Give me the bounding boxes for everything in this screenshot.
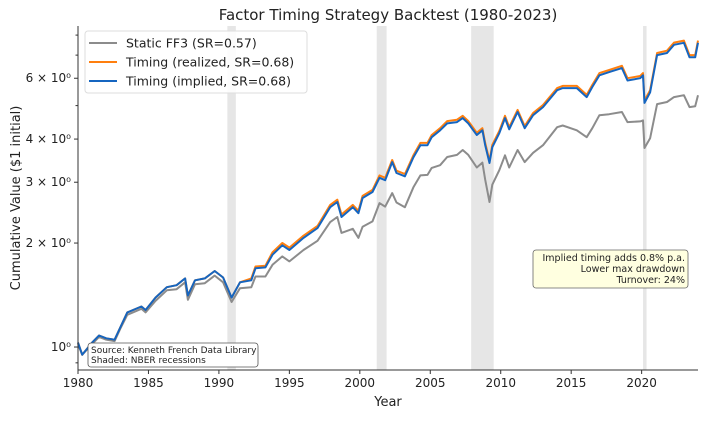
- legend-label-1: Timing (realized, SR=0.68): [125, 55, 294, 70]
- x-tick-label: 2015: [556, 376, 587, 390]
- recession-band: [376, 26, 387, 370]
- y-tick-label: 2 × 10⁰: [26, 236, 72, 250]
- y-tick-label: 10⁰: [51, 340, 71, 354]
- series-line-0: [77, 94, 699, 356]
- y-tick-label: 3 × 10⁰: [26, 175, 72, 189]
- recession-band: [643, 26, 647, 370]
- annotation-box: Implied timing adds 0.8% p.a. Lower max …: [532, 249, 689, 289]
- y-tick-label: 6 × 10⁰: [26, 71, 72, 85]
- source-note: Source: Kenneth French Data Library Shad…: [87, 342, 259, 368]
- y-ticks: 10⁰ 2 × 10⁰ 3 × 10⁰ 4 × 10⁰ 6 × 10⁰: [26, 34, 78, 364]
- recession-band: [471, 26, 494, 370]
- chart-title: Factor Timing Strategy Backtest (1980-20…: [219, 6, 558, 24]
- x-ticks: 1980 1985 1990 1995 2000 2005 2010 2015 2020: [63, 370, 657, 390]
- x-axis-label: Year: [373, 395, 402, 410]
- y-axis-label: Cumulative Value ($1 initial): [9, 106, 24, 291]
- annotation-line: Lower max drawdown: [581, 264, 685, 275]
- x-tick-label: 2010: [485, 376, 516, 390]
- x-tick-label: 2020: [626, 376, 657, 390]
- legend-label-2: Timing (implied, SR=0.68): [125, 74, 291, 89]
- legend-label-0: Static FF3 (SR=0.57): [126, 36, 257, 51]
- x-tick-label: 1995: [274, 376, 305, 390]
- y-tick-label: 4 × 10⁰: [26, 132, 72, 146]
- source-line: Source: Kenneth French Data Library: [91, 346, 257, 356]
- x-tick-label: 1990: [204, 376, 235, 390]
- annotation-line: Implied timing adds 0.8% p.a.: [543, 253, 686, 264]
- legend: Static FF3 (SR=0.57) Timing (realized, SR…: [84, 30, 308, 94]
- recession-band: [227, 26, 236, 370]
- series-lines: [77, 39, 699, 356]
- recession-shading: [227, 26, 647, 370]
- series-line-2: [77, 41, 699, 356]
- x-tick-label: 2000: [345, 376, 376, 390]
- x-tick-label: 1985: [133, 376, 164, 390]
- annotation-line: Turnover: 24%: [616, 275, 686, 286]
- x-tick-label: 2005: [415, 376, 446, 390]
- x-tick-label: 1980: [63, 376, 94, 390]
- source-line: Shaded: NBER recessions: [91, 356, 206, 366]
